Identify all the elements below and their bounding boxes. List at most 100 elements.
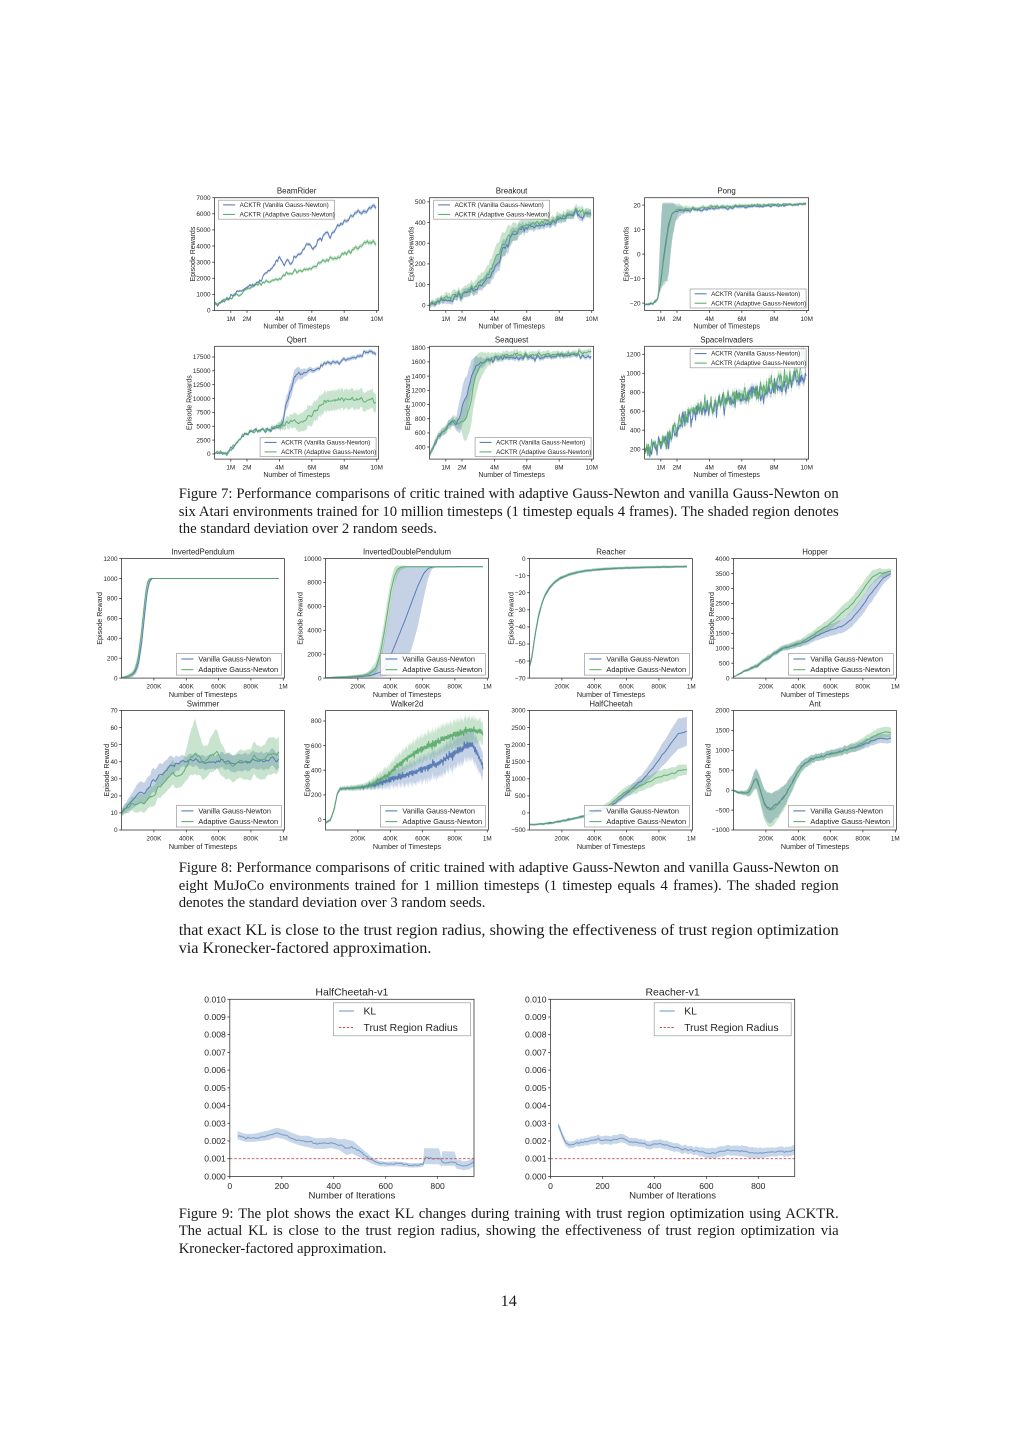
svg-text:6000: 6000	[196, 211, 211, 218]
svg-text:1M: 1M	[656, 465, 665, 472]
svg-text:4M: 4M	[705, 465, 714, 472]
svg-text:ACKTR (Vanilla Gauss-Newton): ACKTR (Vanilla Gauss-Newton)	[281, 440, 370, 447]
svg-text:1500: 1500	[715, 728, 730, 735]
svg-text:KL: KL	[684, 1007, 697, 1018]
svg-text:0.008: 0.008	[525, 1030, 547, 1040]
svg-text:2000: 2000	[196, 276, 211, 283]
svg-text:600: 600	[379, 1181, 394, 1191]
svg-text:0: 0	[114, 675, 118, 682]
svg-text:5000: 5000	[196, 227, 211, 234]
svg-text:0: 0	[318, 675, 322, 682]
svg-text:8M: 8M	[770, 465, 779, 472]
svg-text:2500: 2500	[511, 725, 526, 732]
svg-text:Episode Reward: Episode Reward	[296, 592, 305, 645]
svg-text:500: 500	[415, 199, 426, 206]
svg-text:Number of Timesteps: Number of Timesteps	[693, 324, 760, 331]
svg-text:ACKTR (Vanilla Gauss-Newton): ACKTR (Vanilla Gauss-Newton)	[711, 291, 800, 298]
svg-text:Number of Timesteps: Number of Timesteps	[781, 842, 850, 851]
svg-text:Episode Reward: Episode Reward	[704, 744, 713, 797]
svg-text:0.001: 0.001	[525, 1154, 547, 1164]
svg-text:0: 0	[522, 556, 526, 563]
svg-text:200: 200	[630, 447, 641, 454]
svg-text:1000: 1000	[196, 292, 211, 299]
svg-text:2M: 2M	[243, 316, 252, 323]
svg-text:200K: 200K	[758, 835, 774, 842]
svg-text:Trust Region Radius: Trust Region Radius	[364, 1023, 458, 1034]
svg-text:70: 70	[110, 708, 118, 715]
svg-text:2M: 2M	[673, 465, 682, 472]
svg-text:200K: 200K	[350, 684, 366, 691]
svg-text:Ant: Ant	[809, 700, 822, 709]
svg-text:6M: 6M	[307, 316, 316, 323]
svg-text:600K: 600K	[211, 684, 227, 691]
svg-text:−20: −20	[630, 300, 641, 307]
svg-text:Episode Rewards: Episode Rewards	[620, 375, 627, 430]
svg-text:1200: 1200	[103, 556, 118, 563]
svg-text:12500: 12500	[193, 382, 211, 389]
svg-text:2000: 2000	[511, 742, 526, 749]
svg-text:200: 200	[275, 1181, 290, 1191]
svg-text:Episode Rewards: Episode Rewards	[190, 226, 197, 281]
svg-text:400: 400	[415, 220, 426, 227]
svg-text:6M: 6M	[737, 316, 746, 323]
svg-text:1M: 1M	[656, 316, 665, 323]
svg-text:200K: 200K	[146, 835, 162, 842]
svg-text:0.003: 0.003	[204, 1118, 226, 1128]
svg-text:ACKTR (Adaptive Gauss-Newton): ACKTR (Adaptive Gauss-Newton)	[281, 449, 376, 456]
svg-text:Vanilla Gauss-Newton: Vanilla Gauss-Newton	[606, 806, 679, 815]
svg-text:800K: 800K	[855, 684, 871, 691]
svg-text:10: 10	[110, 810, 118, 817]
svg-text:ACKTR (Adaptive Gauss-Newton): ACKTR (Adaptive Gauss-Newton)	[240, 212, 335, 219]
svg-text:Number of Timesteps: Number of Timesteps	[577, 842, 646, 851]
svg-text:Reacher: Reacher	[596, 548, 626, 557]
svg-text:800: 800	[415, 416, 426, 423]
svg-text:Episode Reward: Episode Reward	[302, 744, 311, 797]
svg-text:2M: 2M	[458, 316, 467, 323]
svg-text:4000: 4000	[307, 628, 322, 635]
svg-text:Adaptive Gauss-Newton: Adaptive Gauss-Newton	[402, 665, 482, 674]
svg-text:Adaptive Gauss-Newton: Adaptive Gauss-Newton	[198, 665, 278, 674]
svg-text:Number of Timesteps: Number of Timesteps	[478, 324, 545, 331]
svg-text:0.002: 0.002	[525, 1136, 547, 1146]
svg-text:ACKTR (Adaptive Gauss-Newton): ACKTR (Adaptive Gauss-Newton)	[711, 360, 806, 367]
svg-text:0: 0	[726, 787, 730, 794]
svg-text:200K: 200K	[350, 835, 366, 842]
svg-text:800K: 800K	[243, 684, 259, 691]
svg-text:10: 10	[633, 227, 641, 234]
svg-text:6M: 6M	[522, 316, 531, 323]
svg-text:−20: −20	[515, 590, 526, 597]
svg-text:Number of Timesteps: Number of Timesteps	[478, 472, 545, 479]
svg-text:1400: 1400	[411, 373, 426, 380]
svg-text:0: 0	[637, 251, 641, 258]
svg-text:10000: 10000	[304, 556, 322, 563]
svg-text:600: 600	[699, 1181, 714, 1191]
svg-text:Adaptive Gauss-Newton: Adaptive Gauss-Newton	[810, 665, 890, 674]
svg-text:Hopper: Hopper	[802, 548, 828, 557]
svg-text:Episode Reward: Episode Reward	[503, 744, 512, 797]
svg-text:10M: 10M	[800, 465, 812, 472]
svg-text:0.004: 0.004	[204, 1101, 226, 1111]
svg-text:1M: 1M	[226, 316, 235, 323]
svg-text:0.005: 0.005	[204, 1083, 226, 1093]
svg-text:600K: 600K	[823, 835, 839, 842]
svg-text:InvertedDoublePendulum: InvertedDoublePendulum	[363, 548, 451, 557]
svg-text:0.002: 0.002	[204, 1136, 226, 1146]
svg-text:−40: −40	[515, 624, 526, 631]
svg-text:Seaquest: Seaquest	[495, 335, 529, 344]
svg-text:Episode Rewards: Episode Rewards	[623, 226, 630, 281]
svg-text:600K: 600K	[619, 684, 635, 691]
svg-text:1800: 1800	[411, 345, 426, 352]
svg-text:HalfCheetah-v1: HalfCheetah-v1	[315, 986, 388, 998]
svg-text:400K: 400K	[179, 835, 195, 842]
svg-text:Breakout: Breakout	[496, 187, 528, 196]
svg-text:Vanilla Gauss-Newton: Vanilla Gauss-Newton	[402, 806, 475, 815]
svg-text:Adaptive Gauss-Newton: Adaptive Gauss-Newton	[810, 817, 890, 826]
svg-text:2M: 2M	[243, 465, 252, 472]
svg-text:17500: 17500	[193, 354, 211, 361]
svg-text:Number of Timesteps: Number of Timesteps	[169, 690, 238, 699]
svg-text:Number of Timesteps: Number of Timesteps	[693, 472, 760, 479]
svg-text:Episode Reward: Episode Reward	[707, 592, 716, 645]
svg-text:1200: 1200	[411, 388, 426, 395]
svg-text:Walker2d: Walker2d	[391, 700, 424, 709]
svg-text:−10: −10	[630, 276, 641, 283]
